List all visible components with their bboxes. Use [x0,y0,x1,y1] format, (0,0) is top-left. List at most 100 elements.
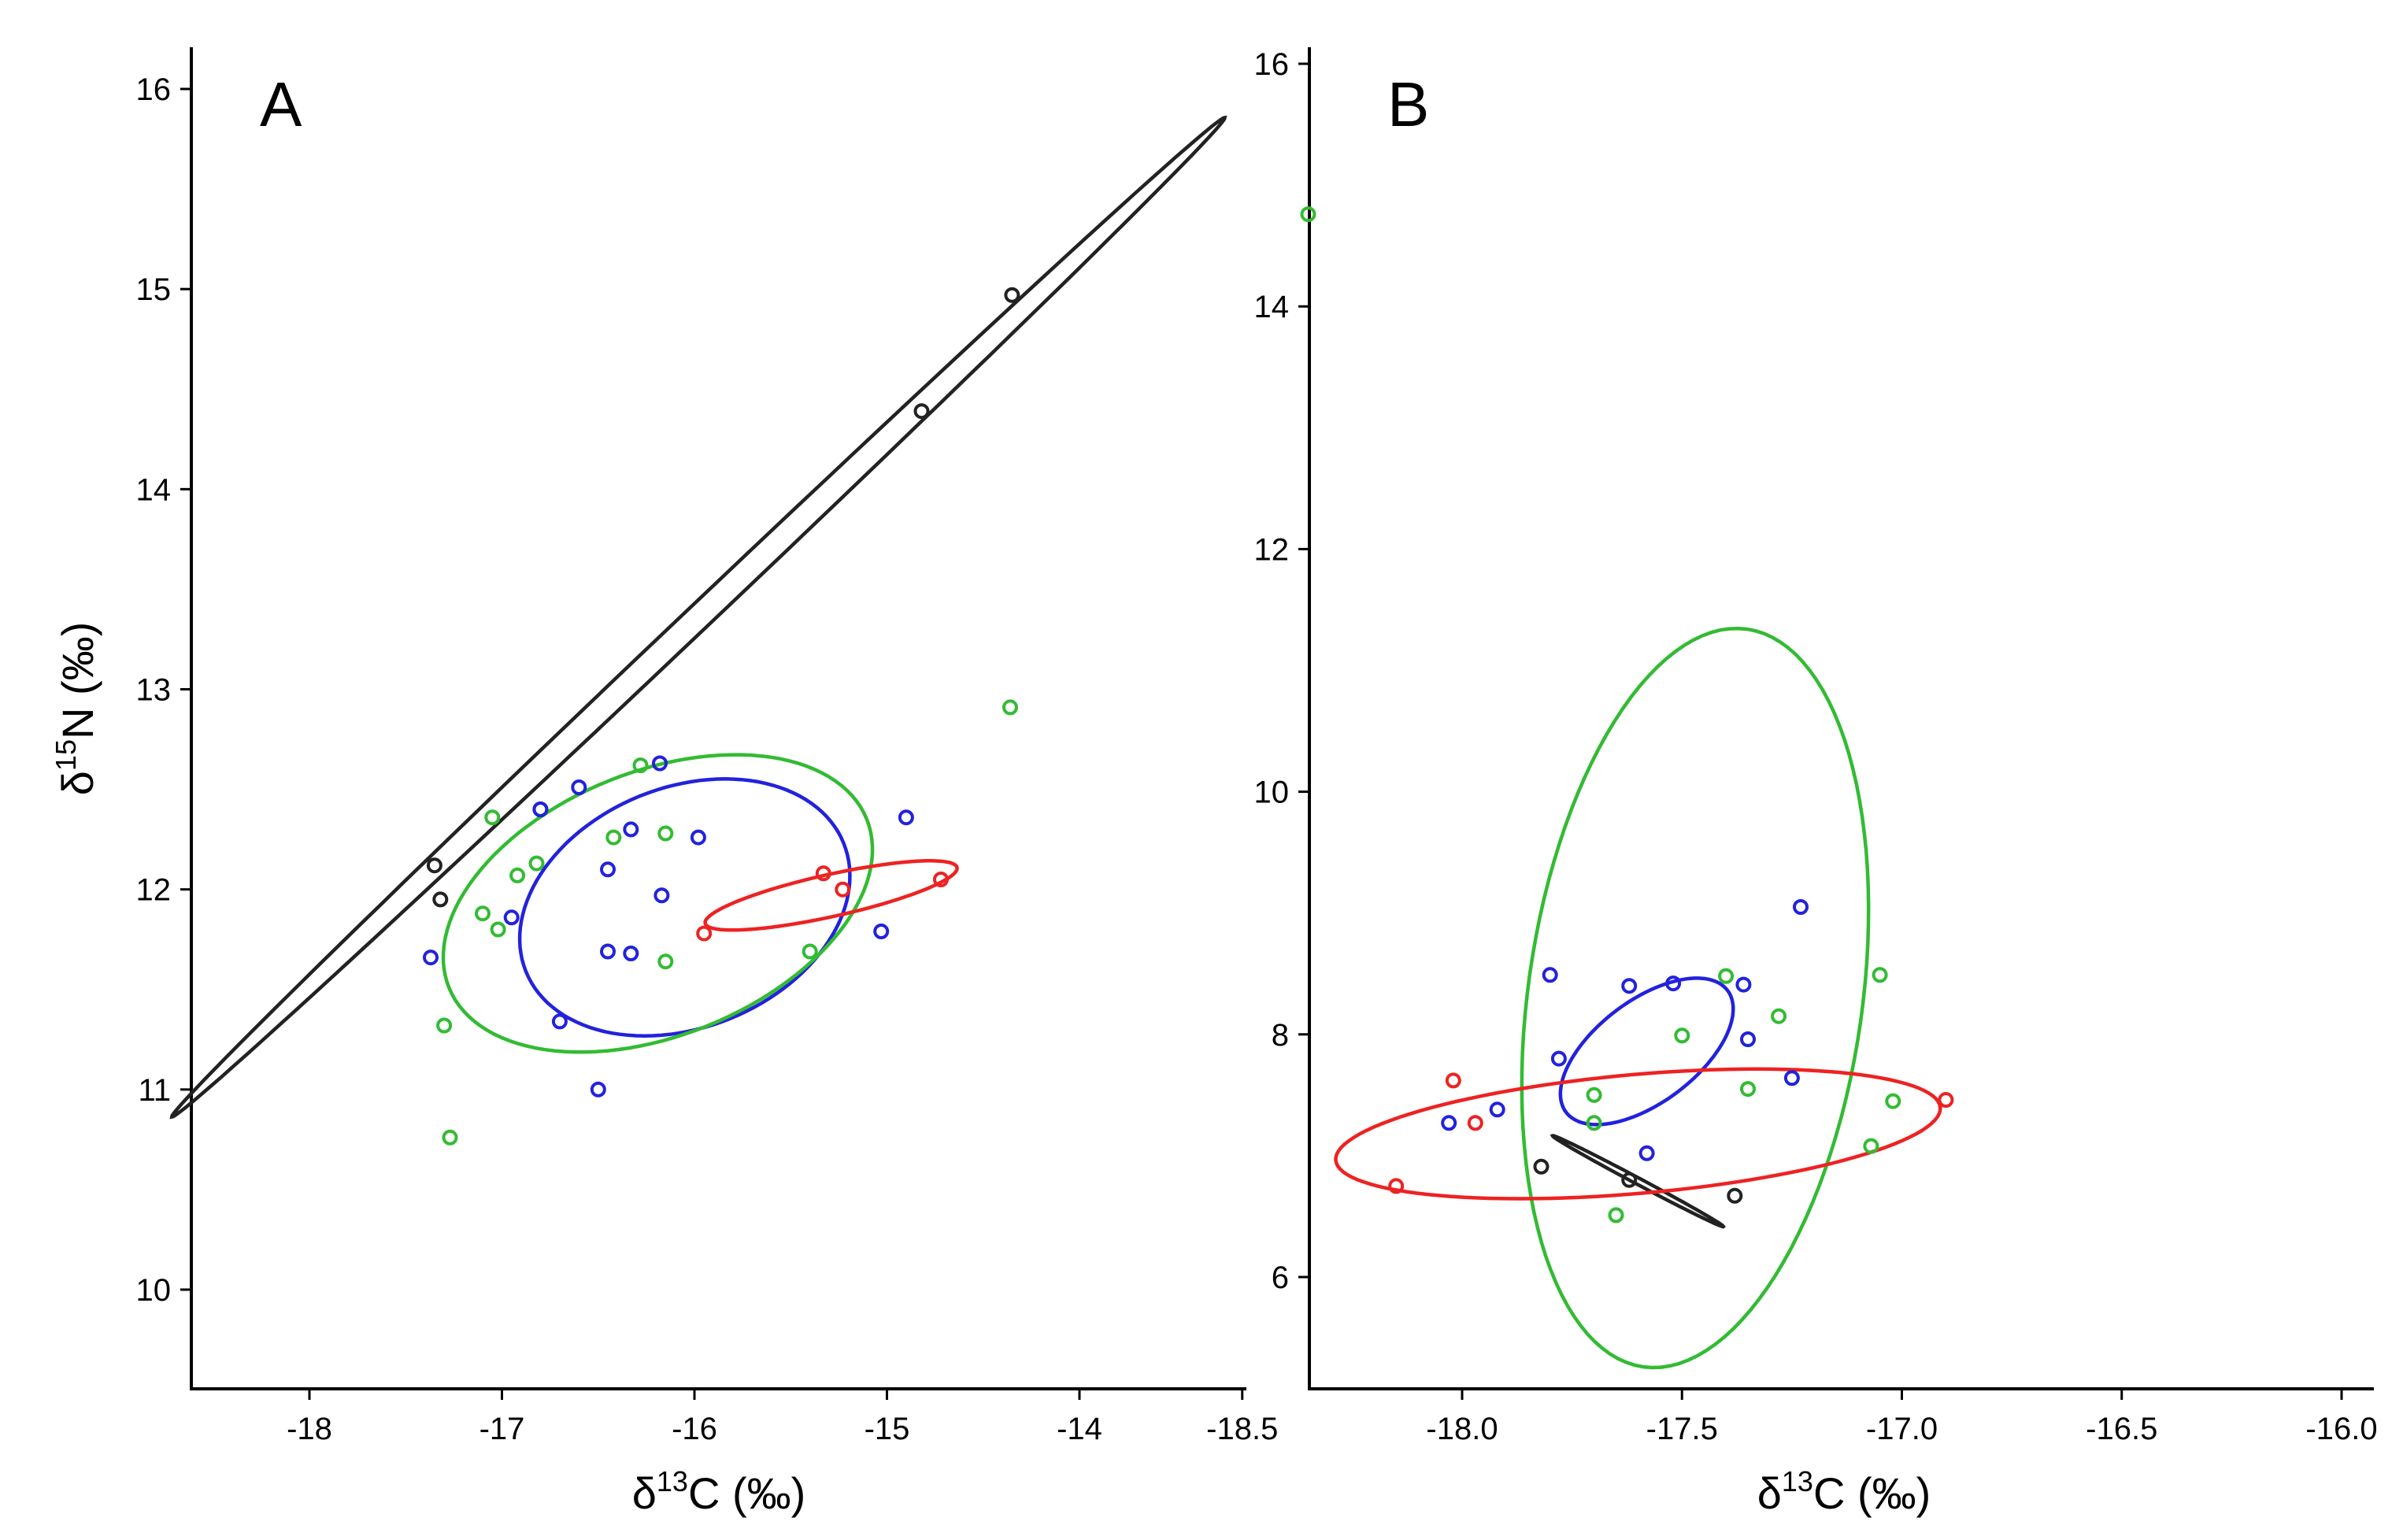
panel-b-green-point [1771,1008,1787,1024]
panel-a-y-tick-label: 14 [136,472,172,507]
panel-b-x-tick-label: -18.0 [1426,1412,1498,1446]
panel-b-green-point [1885,1093,1901,1109]
panel-b-green-point [1863,1138,1879,1154]
panel-b-y-tick-label: 16 [1254,47,1290,82]
panel-b-green-point [1718,968,1735,984]
panel-b-blue-point [1665,975,1682,992]
panel-a-x-tick-label: -16 [672,1412,717,1446]
panel-b-blue-point [1542,967,1558,983]
panel-a-red-point [835,881,851,898]
panel-a-blue-point [652,755,668,772]
panel-a-green-point [484,809,501,826]
panel-a-red-point [933,872,949,887]
panel-b-red-point [1445,1072,1461,1089]
panel-a-y-tick-label: 15 [136,272,172,307]
panel-a-green-point [657,825,674,842]
panel-a-red-point [696,925,713,942]
panel-a-red-point [815,865,831,882]
panel-a-x-tick-label: -18 [287,1412,332,1446]
panel-a-blue-point [623,821,639,838]
panel-a-blue-point [551,1013,568,1030]
panel-a-green-point [442,1129,458,1146]
panel-b-letter: B [1387,69,1429,139]
panel-a-green-ellipse [441,753,875,1054]
panel-a-green-point [632,757,649,774]
panel-b-black-point [1621,1172,1638,1188]
panel-a-blue-point [503,909,520,926]
panel-b-black-ellipse [1550,1134,1726,1229]
panel-b-x-axis-title: δ13C (‰) [1757,1465,1931,1518]
panel-a-green-point [436,1017,453,1034]
panel-a-blue-point [873,924,890,939]
panel-a-blue-point [690,829,706,846]
panel-b-x-tick-label: -16.0 [2305,1412,2377,1446]
panel-a-black-ellipse [169,115,1227,1120]
panel-b-y-tick-label: 6 [1272,1261,1289,1295]
panel-a-blue-point [600,861,616,878]
panel-b-x-tick-label: -16.5 [2086,1412,2157,1446]
panel-a: -18 -17 -16 -15 -14 10 11 12 13 14 15 16 A δ13C (‰… [50,47,1246,1518]
panel-b-green-point [1586,1087,1602,1103]
panel-a-green-point [528,855,545,872]
panel-b-red-ellipse [1334,1067,1942,1201]
panel-b-black-point [1533,1158,1550,1175]
panel-a-x-axis-title: δ13C (‰) [632,1465,806,1518]
panel-a-y-tick-label: 13 [136,673,172,708]
panel-b-green-point [1872,967,1888,983]
panel-a-green-point [802,943,818,960]
panel-b-green-point [1300,206,1316,223]
panel-b-green-point [1674,1027,1690,1044]
panel-a-blue-point [590,1081,606,1098]
panel-a-y-axis-title: δ15N (‰) [50,622,102,796]
panel-b-red-point [1388,1178,1405,1194]
panel-b-blue-point [1740,1031,1756,1047]
panel-a-y-tick-label: 12 [136,873,172,908]
panel-a-black-point [426,857,442,874]
panel-a-green-point [1002,699,1018,716]
panel-b-green-point [1608,1207,1624,1223]
panel-a-green-point [605,829,622,846]
panel-b-blue-point [1550,1050,1567,1067]
panel-b: -18.5 -18.0 -17.5 -17.0 -16.5 -16.0 6 8 10 12 14 1… [1206,47,2378,1518]
panel-a-x-tick-label: -17 [479,1412,525,1446]
panel-b-blue-point [1638,1145,1655,1161]
panel-b-blue-ellipse [1558,976,1735,1127]
panel-a-blue-point [423,950,439,966]
panel-b-y-tick-label: 12 [1254,532,1290,567]
panel-a-black-point [432,891,449,908]
panel-a-blue-point [571,779,587,795]
panel-b-x-tick-label: -17.0 [1866,1412,1938,1446]
panel-b-red-point [1467,1115,1483,1131]
panel-a-x-tick-label: -14 [1057,1412,1102,1446]
panel-a-green-point [509,867,526,883]
panel-b-black-point [1727,1187,1743,1204]
panel-b-green-point [1740,1081,1756,1098]
panel-a-red-ellipse [703,859,959,932]
panel-b-y-tick-label: 10 [1254,776,1290,810]
panel-a-blue-point [654,887,670,904]
panel-b-blue-point [1783,1070,1800,1087]
panel-a-y-tick-label: 11 [138,1073,171,1108]
panel-a-black-point [913,403,930,420]
panel-a-y-tick-label: 16 [136,72,172,107]
panel-a-green-point [657,953,674,970]
panel-b-blue-point [1441,1115,1457,1131]
panel-a-blue-point [623,946,639,961]
panel-a-y-tick-label: 10 [136,1273,172,1308]
panel-a-letter: A [260,69,302,139]
panel-b-x-tick-label: -18.5 [1206,1412,1278,1446]
panel-b-y-tick-label: 14 [1254,290,1290,324]
panel-b-blue-point [1489,1101,1505,1118]
panel-a-blue-point [532,801,549,817]
panel-a-blue-point [600,943,616,960]
panel-a-x-tick-label: -15 [865,1412,910,1446]
panel-b-blue-point [1793,899,1809,915]
panel-a-green-point [475,905,491,922]
panel-a-blue-point [898,809,914,826]
panel-a-blue-ellipse [517,777,852,1038]
panel-b-x-tick-label: -17.5 [1646,1412,1718,1446]
panel-b-red-point [1938,1092,1954,1108]
panel-b-blue-point [1621,978,1638,994]
panel-a-green-point [490,921,506,938]
